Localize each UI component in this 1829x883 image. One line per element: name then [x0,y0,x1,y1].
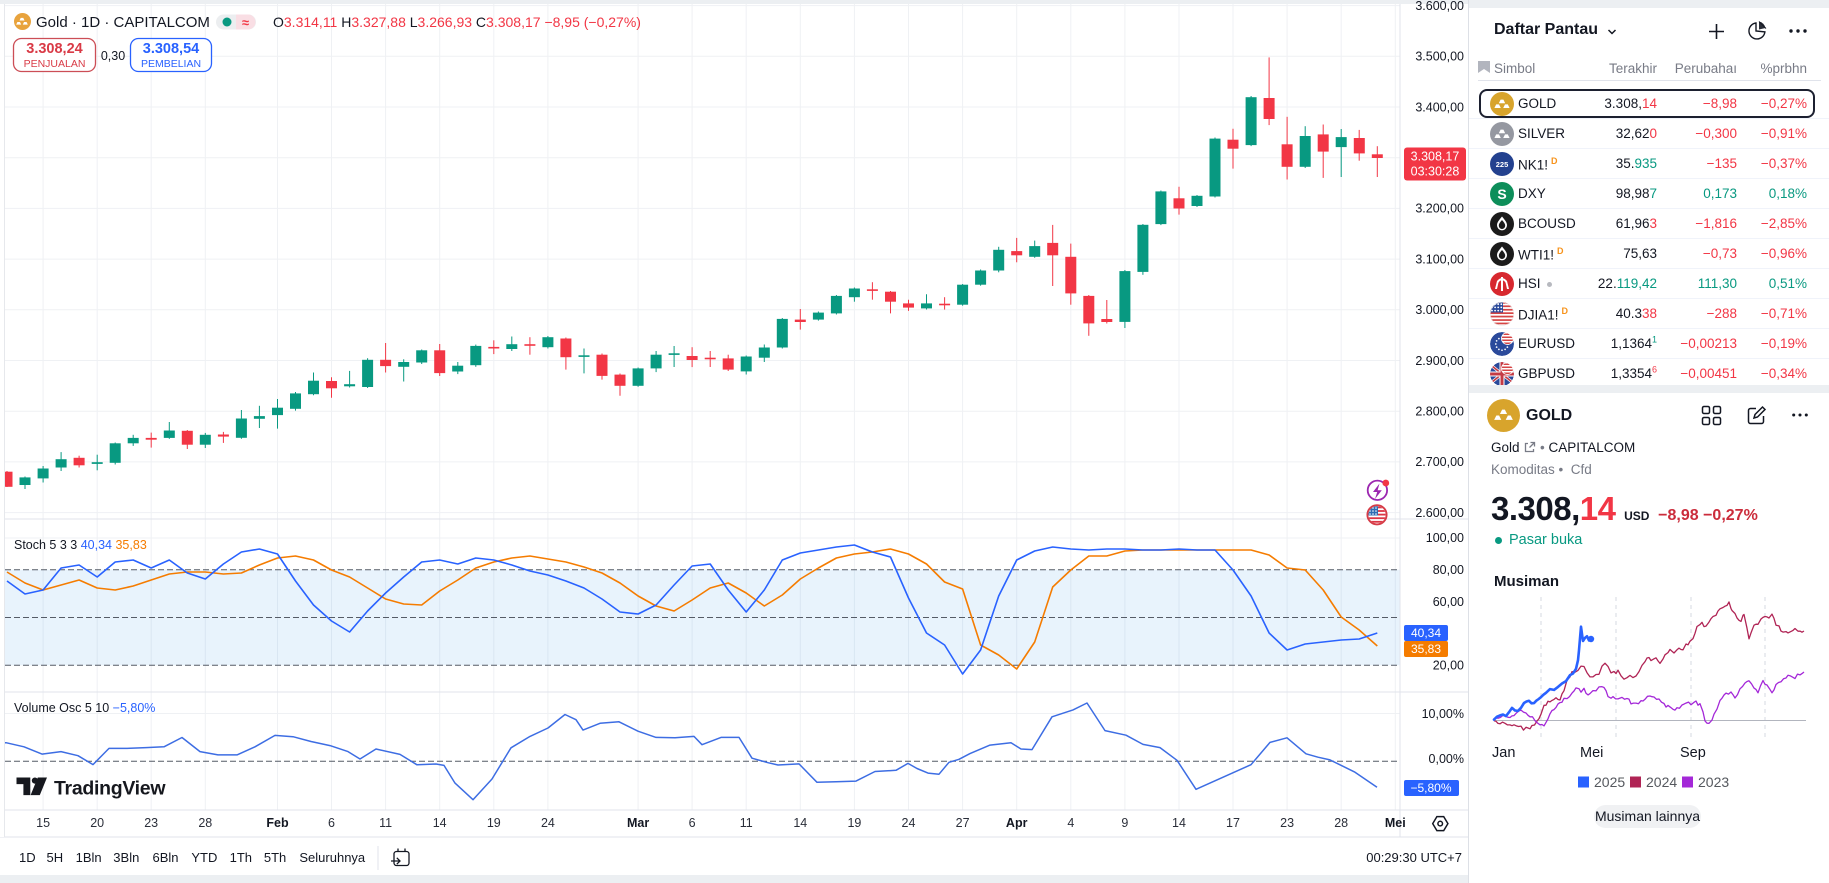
svg-text:80,00: 80,00 [1433,563,1464,577]
svg-text:100,00: 100,00 [1426,531,1464,545]
svg-text:0,30: 0,30 [101,49,125,63]
svg-text:2024: 2024 [1646,774,1677,790]
svg-text:1D: 1D [19,850,36,865]
svg-text:1Th: 1Th [230,850,252,865]
svg-text:15: 15 [36,816,50,830]
svg-text:3.600,00: 3.600,00 [1415,0,1464,13]
svg-text:Mar: Mar [627,816,649,830]
svg-text:Gold · 1D · CAPITALCOM: Gold · 1D · CAPITALCOM [36,14,210,31]
svg-text:TradingView: TradingView [54,778,166,800]
svg-text:35,83: 35,83 [1411,642,1441,656]
svg-text:19: 19 [847,816,861,830]
svg-text:9: 9 [1121,816,1128,830]
svg-text:Sep: Sep [1680,745,1706,761]
svg-text:3.200,00: 3.200,00 [1415,202,1464,216]
svg-text:Mei: Mei [1580,745,1603,761]
svg-text:60,00: 60,00 [1433,595,1464,609]
svg-text:3.100,00: 3.100,00 [1415,252,1464,266]
svg-text:3.400,00: 3.400,00 [1415,100,1464,114]
svg-text:PEMBELIAN: PEMBELIAN [141,58,201,70]
svg-text:6Bln: 6Bln [153,850,179,865]
svg-text:2.600,00: 2.600,00 [1415,506,1464,520]
svg-text:3.308,17: 3.308,17 [1411,150,1460,164]
svg-text:14: 14 [1172,816,1186,830]
svg-text:24: 24 [902,816,916,830]
svg-text:3.308,24: 3.308,24 [26,41,82,57]
svg-text:00:29:30 UTC+7: 00:29:30 UTC+7 [1366,850,1462,865]
svg-text:19: 19 [487,816,501,830]
svg-text:Volume Osc 5 10 −5,80%: Volume Osc 5 10 −5,80% [14,701,155,715]
svg-text:11: 11 [379,816,392,830]
svg-text:2025: 2025 [1594,774,1625,790]
svg-text:Seluruhnya: Seluruhnya [299,850,366,865]
svg-text:28: 28 [1334,816,1348,830]
svg-text:≈: ≈ [242,15,249,30]
svg-text:2.800,00: 2.800,00 [1415,405,1464,419]
svg-text:2.900,00: 2.900,00 [1415,354,1464,368]
svg-text:−5,80%: −5,80% [1410,781,1451,795]
svg-text:14: 14 [793,816,807,830]
svg-text:03:30:28: 03:30:28 [1411,165,1460,179]
svg-text:Stoch 5 3 3 40,34 35,83: Stoch 5 3 3 40,34 35,83 [14,538,147,552]
svg-text:17: 17 [1226,816,1240,830]
svg-text:PENJUALAN: PENJUALAN [24,58,86,70]
svg-text:5Th: 5Th [264,850,286,865]
svg-text:Jan: Jan [1492,745,1515,761]
svg-text:O3.314,11 H3.327,88 L3.266,93: O3.314,11 H3.327,88 L3.266,93 C3.308,17 … [273,14,641,30]
svg-text:1Bln: 1Bln [76,850,102,865]
svg-text:23: 23 [144,816,158,830]
svg-text:5H: 5H [47,850,64,865]
svg-text:3.308,54: 3.308,54 [143,41,199,57]
svg-text:Apr: Apr [1006,816,1028,830]
svg-text:YTD: YTD [191,850,217,865]
svg-text:4: 4 [1067,816,1074,830]
svg-text:10,00%: 10,00% [1422,707,1464,721]
svg-text:23: 23 [1280,816,1294,830]
svg-text:6: 6 [689,816,696,830]
svg-text:28: 28 [198,816,212,830]
svg-text:3.500,00: 3.500,00 [1415,50,1464,64]
svg-text:2023: 2023 [1698,774,1729,790]
svg-text:3Bln: 3Bln [113,850,139,865]
svg-text:20,00: 20,00 [1433,659,1464,673]
svg-text:20: 20 [90,816,104,830]
svg-text:40,34: 40,34 [1411,626,1441,640]
svg-text:Mei: Mei [1385,816,1406,830]
svg-text:0,00%: 0,00% [1429,752,1464,766]
svg-text:27: 27 [956,816,970,830]
svg-text:14: 14 [433,816,447,830]
svg-text:2.700,00: 2.700,00 [1415,455,1464,469]
svg-text:3.000,00: 3.000,00 [1415,303,1464,317]
svg-text:11: 11 [740,816,753,830]
svg-text:6: 6 [328,816,335,830]
svg-text:24: 24 [541,816,555,830]
svg-text:Feb: Feb [266,816,289,830]
